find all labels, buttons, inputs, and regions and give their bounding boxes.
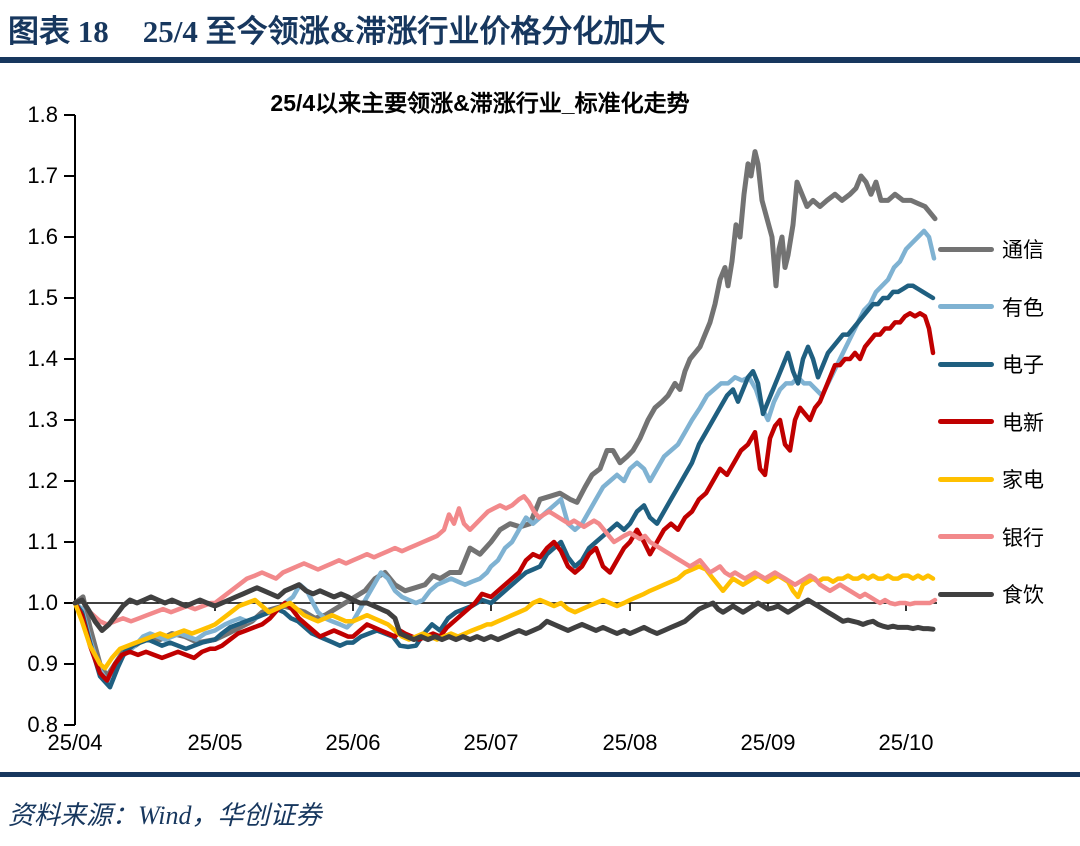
legend-swatch-icon — [938, 534, 994, 539]
y-tick-label: 1.5 — [27, 285, 58, 310]
series-line-电新 — [72, 311, 936, 683]
figure-header: 图表 18 25/4 至今领涨&滞涨行业价格分化加大 — [8, 6, 1072, 51]
y-tick-label: 0.9 — [27, 651, 58, 676]
legend-swatch-icon — [938, 476, 994, 482]
series-line-电子 — [72, 283, 936, 690]
figure-title: 25/4 至今领涨&滞涨行业价格分化加大 — [142, 14, 666, 49]
legend-label: 家电 — [1002, 468, 1044, 492]
legend-label: 电子 — [1002, 353, 1044, 377]
legend-item-有色: 有色 — [938, 292, 1044, 322]
y-tick-label: 1.6 — [27, 224, 58, 249]
series-line-有色 — [72, 228, 937, 685]
legend-item-食饮: 食饮 — [938, 579, 1044, 609]
figure-label: 图表 18 — [8, 14, 109, 49]
series-line-食饮 — [72, 582, 936, 643]
legend-item-电子: 电子 — [938, 349, 1044, 379]
x-tick-label: 25/08 — [602, 730, 658, 755]
x-tick-label: 25/10 — [878, 730, 934, 755]
x-tick-label: 25/05 — [187, 730, 243, 755]
legend-label: 电新 — [1002, 410, 1044, 435]
legend-swatch-icon — [938, 361, 994, 367]
legend-item-电新: 电新 — [938, 407, 1044, 437]
legend-item-银行: 银行 — [938, 522, 1044, 552]
y-tick-label: 1.8 — [27, 102, 58, 127]
y-tick-label: 1.4 — [27, 346, 58, 371]
x-tick-label: 25/06 — [325, 730, 381, 755]
header-divider — [0, 57, 1080, 63]
legend-label: 银行 — [1002, 525, 1044, 550]
y-tick-label: 1.0 — [27, 590, 58, 615]
y-tick-label: 0.8 — [27, 712, 58, 737]
legend-swatch-icon — [938, 246, 994, 252]
series-line-银行 — [72, 494, 938, 627]
legend-label: 食饮 — [1002, 583, 1044, 607]
legend-swatch-icon — [938, 304, 994, 309]
y-tick-label: 1.7 — [27, 163, 58, 188]
legend-item-通信: 通信 — [938, 234, 1044, 264]
footer-divider — [0, 772, 1080, 777]
x-tick-label: 25/07 — [463, 730, 519, 755]
legend-item-家电: 家电 — [938, 464, 1044, 494]
y-tick-label: 1.1 — [27, 529, 58, 554]
source-note: 资料来源：Wind，华创证券 — [8, 801, 322, 830]
legend-label: 通信 — [1002, 238, 1044, 262]
y-tick-label: 1.2 — [27, 468, 58, 493]
series-line-家电 — [72, 564, 936, 671]
legend-swatch-icon — [938, 591, 994, 597]
x-tick-label: 25/04 — [47, 730, 103, 755]
chart-title: 25/4以来主要领涨&滞涨行业_标准化走势 — [270, 90, 690, 116]
y-tick-label: 1.3 — [27, 407, 58, 432]
legend-label: 有色 — [1002, 295, 1044, 320]
x-tick-label: 25/09 — [740, 730, 796, 755]
legend-swatch-icon — [938, 419, 994, 424]
